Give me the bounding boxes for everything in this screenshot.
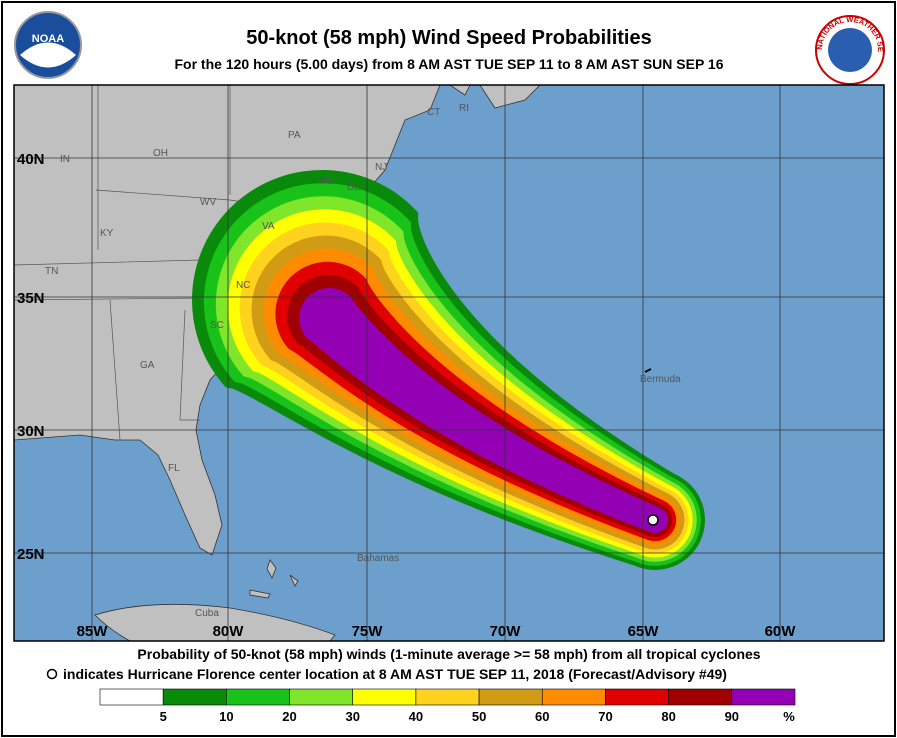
- lat-label: 30N: [17, 423, 45, 440]
- lon-label: 80W: [213, 623, 245, 640]
- lon-label: 65W: [628, 623, 660, 640]
- lon-label: 85W: [77, 623, 109, 640]
- place-label: RI: [459, 103, 469, 114]
- legend: 5 10 20 30 40 50 60 70 80 90%: [99, 688, 796, 724]
- map-labels: 85W 80W 75W 70W 65W 60W 40N 35N 30N 25N …: [17, 103, 796, 640]
- lat-label: 25N: [17, 546, 45, 563]
- place-label: SC: [210, 320, 224, 331]
- legend-swatch: [731, 688, 796, 706]
- place-label: IN: [60, 154, 70, 165]
- legend-label: 90: [725, 709, 739, 724]
- legend-label: 10: [219, 709, 233, 724]
- legend-label: 40: [409, 709, 423, 724]
- place-label: DE: [347, 182, 361, 193]
- place-label: WV: [200, 197, 216, 208]
- place-label: VA: [262, 221, 275, 232]
- footer-line: indicates Hurricane Florence center loca…: [63, 666, 727, 682]
- place-label: CT: [427, 107, 440, 118]
- place-label: GA: [140, 360, 155, 371]
- legend-label: 70: [598, 709, 612, 724]
- place-label: MD: [319, 176, 335, 187]
- place-label: Bermuda: [640, 374, 681, 385]
- graticule: [14, 85, 884, 641]
- lon-label: 70W: [490, 623, 522, 640]
- legend-label: 60: [535, 709, 549, 724]
- place-label: Cuba: [195, 608, 219, 619]
- legend-swatch: [668, 688, 733, 706]
- legend-label: 5: [160, 709, 167, 724]
- legend-label: 80: [661, 709, 675, 724]
- subtitle: For the 120 hours (5.00 days) from 8 AM …: [174, 56, 723, 72]
- bermuda-land: [644, 368, 652, 373]
- legend-swatch: [289, 688, 354, 706]
- place-label: NC: [236, 280, 250, 291]
- swath-band: [299, 288, 669, 533]
- place-label: Bahamas: [357, 553, 399, 564]
- legend-swatch: [541, 688, 606, 706]
- probability-swath: [191, 169, 705, 570]
- legend-label: 30: [345, 709, 359, 724]
- place-label: TN: [45, 266, 58, 277]
- place-label: OH: [153, 148, 168, 159]
- noaa-logo: NOAA: [14, 11, 82, 79]
- place-label: FL: [168, 463, 180, 474]
- legend-swatch: [605, 688, 669, 706]
- legend-swatch: [162, 688, 227, 706]
- legend-swatch: [226, 688, 290, 706]
- footer-line: Probability of 50-knot (58 mph) winds (1…: [137, 646, 760, 662]
- bahamas-land: [249, 559, 299, 599]
- legend-label: 20: [282, 709, 296, 724]
- noaa-text: NOAA: [32, 33, 64, 45]
- lat-label: 35N: [17, 290, 45, 307]
- legend-swatch: [478, 688, 543, 706]
- map: [14, 85, 884, 641]
- legend-swatch: [352, 688, 417, 706]
- lon-label: 60W: [765, 623, 797, 640]
- legend-swatch: [415, 688, 480, 706]
- land-north: [449, 85, 541, 109]
- title: 50-knot (58 mph) Wind Speed Probabilitie…: [246, 27, 651, 49]
- map-border: [13, 84, 885, 642]
- center-symbol: [46, 668, 58, 680]
- place-label: PA: [288, 130, 301, 141]
- legend-swatch: [99, 688, 164, 706]
- legend-label: %: [783, 709, 795, 724]
- place-label: NJ: [375, 162, 387, 173]
- legend-label: 50: [472, 709, 486, 724]
- place-label: KY: [100, 228, 114, 239]
- cuba-land: [94, 603, 336, 641]
- lat-label: 40N: [17, 151, 45, 168]
- lon-label: 75W: [352, 623, 384, 640]
- center-location: [647, 514, 659, 526]
